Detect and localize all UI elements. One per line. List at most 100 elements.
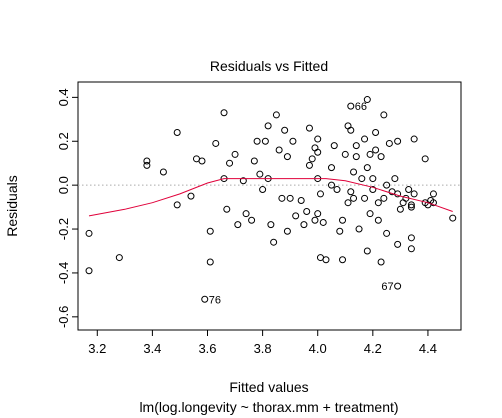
x-tick-label: 3.6 bbox=[198, 341, 216, 356]
data-point bbox=[314, 135, 322, 143]
data-point bbox=[394, 282, 402, 290]
data-point bbox=[206, 258, 214, 266]
point-label: 66 bbox=[355, 101, 367, 113]
x-tick-label: 3.2 bbox=[88, 341, 106, 356]
data-point bbox=[361, 194, 369, 202]
data-point bbox=[308, 155, 316, 163]
data-point bbox=[272, 111, 280, 119]
data-point bbox=[248, 216, 256, 224]
data-point bbox=[297, 197, 305, 205]
data-point bbox=[374, 216, 382, 224]
data-point bbox=[363, 96, 371, 104]
data-point bbox=[410, 190, 418, 198]
data-point bbox=[85, 229, 93, 237]
x-axis: 3.2 3.4 3.6 3.8 4.0 4.2 4.4 bbox=[88, 329, 437, 356]
data-point bbox=[374, 199, 382, 207]
data-point bbox=[339, 216, 347, 224]
data-point bbox=[410, 135, 418, 143]
x-axis-title: Fitted values bbox=[229, 379, 308, 395]
data-point bbox=[319, 218, 327, 226]
data-point bbox=[327, 164, 335, 172]
data-point bbox=[344, 122, 352, 130]
data-point bbox=[231, 150, 239, 158]
data-point bbox=[372, 146, 380, 154]
data-point bbox=[220, 109, 228, 117]
data-point bbox=[369, 175, 377, 183]
data-point bbox=[314, 148, 322, 156]
data-point bbox=[283, 153, 291, 161]
data-point bbox=[261, 137, 269, 145]
data-point bbox=[223, 205, 231, 213]
data-point bbox=[206, 227, 214, 235]
data-point bbox=[234, 221, 242, 229]
data-point bbox=[363, 247, 371, 255]
data-point bbox=[385, 139, 393, 147]
data-point bbox=[322, 256, 330, 264]
data-point bbox=[305, 124, 313, 132]
data-point bbox=[344, 199, 352, 207]
y-tick-label: -0.6 bbox=[56, 306, 71, 328]
data-point bbox=[366, 150, 374, 158]
data-point bbox=[347, 188, 355, 196]
data-point bbox=[394, 137, 402, 145]
data-point bbox=[347, 102, 355, 110]
data-point bbox=[278, 194, 286, 202]
data-point bbox=[372, 128, 380, 136]
data-point bbox=[281, 126, 289, 134]
data-point bbox=[380, 111, 388, 119]
point-label: 76 bbox=[209, 294, 221, 306]
data-point bbox=[399, 199, 407, 207]
x-tick-label: 3.4 bbox=[143, 341, 161, 356]
data-point bbox=[363, 164, 371, 172]
data-point bbox=[350, 194, 358, 202]
x-tick-label: 4.2 bbox=[364, 341, 382, 356]
data-point bbox=[159, 168, 167, 176]
data-point bbox=[377, 258, 385, 266]
data-point bbox=[394, 240, 402, 248]
data-point bbox=[267, 221, 275, 229]
data-point bbox=[173, 201, 181, 209]
data-point bbox=[407, 201, 415, 209]
data-point bbox=[253, 137, 261, 145]
data-point bbox=[429, 199, 437, 207]
data-point bbox=[250, 157, 258, 165]
data-point bbox=[187, 192, 195, 200]
data-point bbox=[283, 227, 291, 235]
data-point bbox=[311, 216, 319, 224]
data-point bbox=[366, 210, 374, 218]
data-point bbox=[361, 135, 369, 143]
model-formula-subtitle: lm(log.longevity ~ thorax.mm + treatment… bbox=[139, 399, 398, 415]
data-point bbox=[350, 168, 358, 176]
point-labels: 66 67 76 bbox=[209, 101, 394, 306]
data-point bbox=[173, 128, 181, 136]
y-tick-label: 0.0 bbox=[56, 176, 71, 194]
data-point bbox=[330, 142, 338, 150]
y-tick-label: -0.4 bbox=[56, 262, 71, 284]
data-point bbox=[383, 229, 391, 237]
x-tick-label: 3.8 bbox=[254, 341, 272, 356]
y-axis: -0.6 -0.4 -0.2 0.0 0.2 0.4 bbox=[56, 88, 79, 328]
data-point bbox=[336, 227, 344, 235]
data-point bbox=[85, 267, 93, 275]
data-point bbox=[143, 157, 151, 165]
data-point bbox=[270, 238, 278, 246]
data-point bbox=[311, 144, 319, 152]
data-point bbox=[355, 225, 363, 233]
data-point bbox=[380, 194, 388, 202]
data-point bbox=[339, 256, 347, 264]
data-point bbox=[143, 161, 151, 169]
point-label: 67 bbox=[381, 281, 393, 293]
data-point bbox=[303, 207, 311, 215]
data-point bbox=[407, 234, 415, 242]
data-points bbox=[85, 96, 457, 303]
data-point bbox=[286, 194, 294, 202]
data-point bbox=[407, 203, 415, 211]
data-point bbox=[352, 153, 360, 161]
data-point bbox=[421, 155, 429, 163]
data-point bbox=[341, 150, 349, 158]
data-point bbox=[115, 254, 123, 262]
y-tick-label: -0.2 bbox=[56, 218, 71, 240]
data-point bbox=[358, 175, 366, 183]
x-tick-label: 4.0 bbox=[309, 341, 327, 356]
